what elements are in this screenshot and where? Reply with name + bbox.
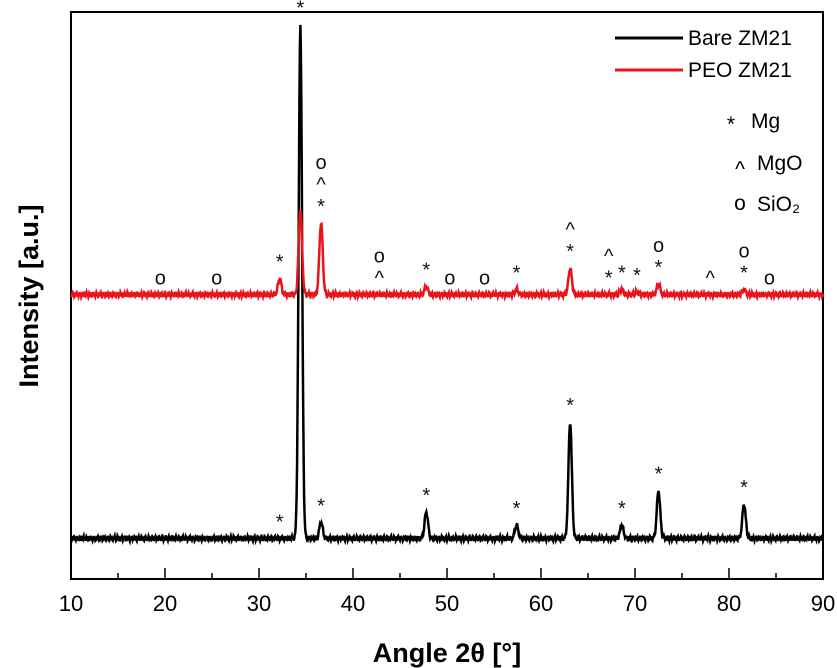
peak-marker: *	[317, 196, 325, 218]
legend-label-peo: PEO ZM21	[688, 59, 792, 82]
peak-marker: o	[155, 268, 166, 290]
peak-marker: *	[605, 268, 613, 290]
peak-marker: *	[618, 498, 626, 520]
peak-marker: *	[276, 511, 284, 533]
marker-legend-symbol-sio2: o	[734, 192, 746, 215]
peak-marker: *	[655, 257, 663, 279]
peak-marker: o	[764, 268, 775, 290]
x-axis-ticks	[70, 568, 824, 579]
peak-marker: ^	[316, 174, 326, 196]
peak-marker: *	[740, 477, 748, 499]
peak-marker: ^	[706, 268, 716, 290]
x-tick-label: 20	[153, 591, 177, 616]
peak-marker: *	[566, 241, 574, 263]
legend: Bare ZM21 PEO ZM21 * Mg ^ MgO o SiO₂	[615, 27, 803, 216]
series-group	[69, 24, 825, 546]
peak-marker: *	[317, 496, 325, 518]
y-axis-title: Intensity [a.u.]	[14, 204, 44, 387]
peak-marker: o	[738, 240, 749, 262]
x-tick-labels: 10 20 30 40 50 60 70 80 90	[59, 591, 835, 616]
marker-legend-symbol-mg: *	[727, 113, 735, 136]
peak-marker: ^	[604, 246, 614, 268]
peak-marker: *	[618, 262, 626, 284]
peak-marker: *	[566, 395, 574, 417]
x-axis-title: Angle 2θ [°]	[373, 638, 521, 668]
peak-marker: ^	[375, 268, 385, 290]
peak-marker: *	[740, 262, 748, 284]
marker-legend-label-sio2: SiO₂	[757, 193, 800, 216]
marker-legend-label-mgo: MgO	[757, 152, 803, 175]
peak-marker: o	[653, 235, 664, 257]
peak-marker: *	[422, 485, 430, 507]
peak-marker: o	[444, 268, 455, 290]
peak-marker: *	[422, 260, 430, 282]
x-tick-label: 10	[59, 591, 83, 616]
x-tick-label: 70	[623, 591, 647, 616]
x-tick-label: 80	[717, 591, 741, 616]
marker-legend-symbol-mgo: ^	[735, 158, 745, 181]
series-line-peo	[69, 209, 825, 302]
peak-marker: *	[655, 464, 663, 486]
series-line-bare	[69, 24, 825, 546]
x-tick-label: 30	[247, 591, 271, 616]
peak-marker: *	[633, 265, 641, 287]
x-tick-label: 50	[435, 591, 459, 616]
legend-label-bare: Bare ZM21	[688, 27, 792, 50]
x-tick-label: 40	[341, 591, 365, 616]
peak-marker: *	[513, 498, 521, 520]
peak-marker: *	[276, 252, 284, 274]
x-tick-label: 90	[811, 591, 835, 616]
phase-markers: *** ******o o**^o^o* o o **^*^* * *o^ *oo	[155, 0, 775, 533]
peak-marker: *	[513, 262, 521, 284]
x-tick-label: 60	[529, 591, 553, 616]
peak-marker: o	[315, 152, 326, 174]
peak-marker: o	[479, 268, 490, 290]
peak-marker: o	[374, 246, 385, 268]
peak-marker: *	[296, 0, 304, 19]
marker-legend-label-mg: Mg	[751, 110, 780, 133]
peak-marker: o	[211, 268, 222, 290]
peak-marker: ^	[565, 219, 575, 241]
